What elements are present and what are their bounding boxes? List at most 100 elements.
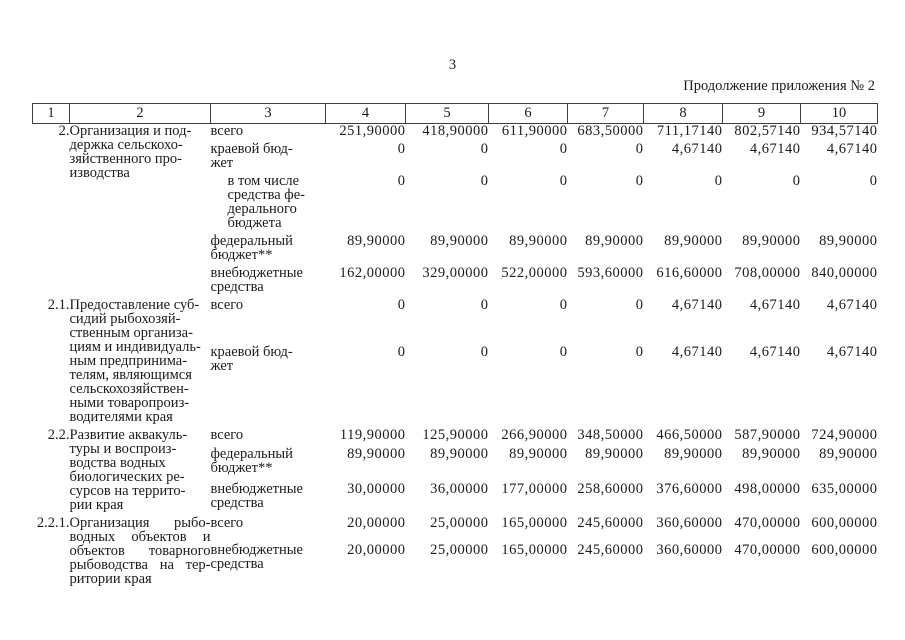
table-row: 2. Организация и под-держка сельскохо-зяй… xyxy=(33,123,878,181)
column-header: 4 xyxy=(325,103,406,124)
value-cell: 4,67140 xyxy=(671,141,723,157)
text-line: телям, являющимся xyxy=(69,367,192,383)
value-cell: 0 xyxy=(792,173,801,189)
row-name: Организация рыбо-водных объектов и объект… xyxy=(70,516,211,590)
text-line: федеральный xyxy=(210,446,293,463)
value-cell: 245,60000 xyxy=(577,515,644,531)
text-line: краевой бюд- xyxy=(210,343,293,360)
text-line: средства xyxy=(210,494,264,511)
text-line: биологических ре- xyxy=(69,469,185,485)
budget-type-label: внебюджетные средства xyxy=(211,266,326,298)
value-cell: 348,50000 xyxy=(577,427,644,443)
value-cell: 162,00000 xyxy=(339,265,406,281)
row-number: 2.2.1. xyxy=(36,515,70,531)
value-cell: 635,00000 xyxy=(811,480,878,497)
text-line: водства водных xyxy=(69,455,166,471)
text-line: средства фе- xyxy=(227,187,305,203)
budget-table: 1 2 3 4 5 6 7 8 9 10 2. Организация и под-держка с… xyxy=(32,103,878,590)
value-cell: 498,00000 xyxy=(734,480,801,497)
text-line: средства xyxy=(210,279,264,295)
text-line: Организация и под- xyxy=(69,123,192,139)
value-cell: 0 xyxy=(635,343,644,360)
value-cell: 20,00000 xyxy=(347,515,406,531)
value-cell: 0 xyxy=(714,173,723,189)
value-cell: 4,67140 xyxy=(826,141,878,157)
value-cell: 0 xyxy=(480,297,489,313)
value-cell: 0 xyxy=(480,173,489,189)
text-line: всего xyxy=(210,123,244,139)
text-line: рыбоводства на тер- xyxy=(69,557,211,573)
table-row: в том числе средства фе-дерального бюджета… xyxy=(33,174,878,234)
value-cell: 251,90000 xyxy=(339,123,406,139)
value-cell: 245,60000 xyxy=(577,541,644,558)
value-cell: 0 xyxy=(397,141,406,157)
value-cell: 36,00000 xyxy=(430,480,489,497)
text-line: туры и воспроиз- xyxy=(69,441,177,457)
table-row: федеральный бюджет** 89,90000 89,90000 89,90… xyxy=(33,234,878,266)
text-line: ными товаропроиз- xyxy=(69,395,190,411)
value-cell: 4,67140 xyxy=(826,343,878,360)
budget-type-label: внебюджетные средства xyxy=(211,542,326,590)
value-cell: 724,90000 xyxy=(811,427,878,443)
column-header: 10 xyxy=(800,103,878,124)
page-number: 3 xyxy=(448,57,457,73)
value-cell: 934,57140 xyxy=(811,123,878,139)
value-cell: 0 xyxy=(559,297,568,313)
budget-type-label: внебюджетные средства xyxy=(210,480,326,516)
text-line: сельскохозяйствен- xyxy=(69,381,189,397)
value-cell: 25,00000 xyxy=(430,515,489,531)
value-cell: 89,90000 xyxy=(742,233,801,249)
text-line: внебюджетные xyxy=(210,480,303,497)
text-line: рии края xyxy=(69,497,124,513)
text-line: водителями края xyxy=(69,409,173,425)
text-line: сидий рыбохозяй- xyxy=(69,311,181,327)
value-cell: 89,90000 xyxy=(430,233,489,249)
value-cell: 89,90000 xyxy=(509,233,568,249)
budget-type-label: всего xyxy=(211,428,326,447)
value-cell: 711,17140 xyxy=(656,123,723,139)
text-line: ритории края xyxy=(69,571,152,587)
value-cell: 4,67140 xyxy=(671,297,723,313)
text-line: федеральный xyxy=(210,233,293,249)
column-header: 7 xyxy=(567,103,644,124)
column-header: 6 xyxy=(488,103,568,124)
value-cell: 89,90000 xyxy=(664,233,723,249)
value-cell: 4,67140 xyxy=(749,297,801,313)
text-line: объектов товарного xyxy=(69,543,211,559)
value-cell: 600,00000 xyxy=(811,541,878,558)
table-row: краевой бюд-жет 0 0 0 0 4,67140 4,67140 4,67140 xyxy=(33,345,878,428)
value-cell: 89,90000 xyxy=(347,233,406,249)
value-cell: 587,90000 xyxy=(734,427,801,443)
value-cell: 376,60000 xyxy=(656,480,723,497)
value-cell: 89,90000 xyxy=(509,446,568,463)
value-cell: 840,00000 xyxy=(811,265,878,281)
column-header: 5 xyxy=(405,103,489,124)
value-cell: 89,90000 xyxy=(430,446,489,463)
value-cell: 708,00000 xyxy=(734,265,801,281)
value-cell: 0 xyxy=(480,343,489,360)
text-line: всего xyxy=(210,515,244,531)
value-cell: 4,67140 xyxy=(749,343,801,360)
text-line: бюджета xyxy=(227,215,282,231)
value-cell: 683,50000 xyxy=(577,123,644,139)
text-line: циям и индивидуаль- xyxy=(69,339,201,355)
budget-type-label: краевой бюд-жет xyxy=(211,142,326,174)
column-header: 2 xyxy=(69,103,211,124)
text-line: жет xyxy=(210,155,234,171)
text-line: краевой бюд- xyxy=(210,141,293,157)
column-header: 3 xyxy=(210,103,326,124)
row-number: 2.1. xyxy=(47,297,70,313)
value-cell: 20,00000 xyxy=(347,541,406,558)
table-row: внебюджетные средства 20,00000 25,00000 165,… xyxy=(33,541,878,590)
value-cell: 4,67140 xyxy=(749,141,801,157)
table-row: внебюджетные средства 162,00000 329,00000 52… xyxy=(33,266,878,298)
budget-type-label: в том числе средства фе-дерального бюджета xyxy=(211,174,326,234)
row-name: Предоставление суб-сидий рыбохозяй-ствен… xyxy=(70,298,211,428)
text-line: дерального xyxy=(227,201,297,217)
table-row: 2.2. Развитие аквакуль-туры и воспроиз-во… xyxy=(33,427,878,513)
value-cell: 593,60000 xyxy=(577,265,644,281)
text-line: всего xyxy=(210,427,244,443)
row-number: 2. xyxy=(58,123,70,139)
value-cell: 89,90000 xyxy=(819,446,878,463)
value-cell: 802,57140 xyxy=(734,123,801,139)
